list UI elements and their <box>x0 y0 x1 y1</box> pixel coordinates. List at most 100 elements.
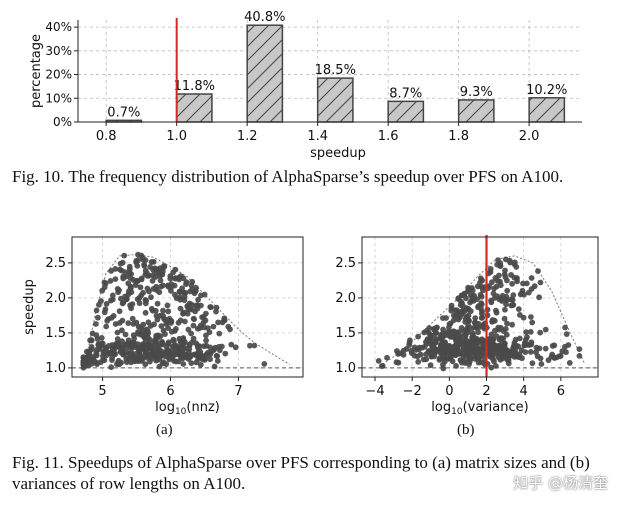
fig11b-point <box>452 330 459 336</box>
fig11a-point <box>80 354 87 361</box>
fig11a-point <box>153 312 160 319</box>
fig11b-point <box>441 332 448 339</box>
fig11b-point <box>501 340 508 347</box>
fig11b-point <box>512 259 518 266</box>
fig11b-point <box>471 355 478 362</box>
fig11a-point <box>203 342 210 349</box>
fig11a-point <box>80 362 87 368</box>
fig11b-point <box>477 275 484 282</box>
fig11b-point <box>487 266 494 272</box>
fig11b-point <box>533 344 540 351</box>
fig11a-point <box>217 347 223 354</box>
fig11b-point <box>461 291 468 298</box>
fig11b-point <box>429 343 436 350</box>
fig11b-point <box>503 297 510 304</box>
fig11b-point <box>509 352 516 359</box>
fig11a-point <box>142 300 149 307</box>
fig11b-point <box>478 300 485 307</box>
fig11b-point <box>481 345 487 352</box>
fig11a-point <box>193 340 200 347</box>
fig11b-point <box>468 346 475 352</box>
fig11b-point <box>451 350 457 356</box>
fig11a-y-tick-label: 1.0 <box>45 361 66 376</box>
fig11b-point <box>446 321 453 327</box>
fig11b-point <box>490 344 497 351</box>
fig11a-point <box>183 279 190 285</box>
fig11b-point <box>490 343 497 350</box>
fig11b-point <box>428 353 435 360</box>
fig11b-point <box>535 268 541 274</box>
fig11a-point <box>180 361 187 367</box>
fig11b-point <box>490 317 496 324</box>
fig11b-point <box>432 339 439 346</box>
fig11b-point <box>495 346 501 352</box>
fig11b-point <box>431 350 438 357</box>
fig11b-point <box>483 348 489 355</box>
fig11b-point <box>471 340 478 347</box>
fig11b-point <box>498 298 505 304</box>
fig10-bar-label: 18.5% <box>315 63 356 78</box>
fig11b-point <box>445 332 452 339</box>
fig11b-point <box>426 330 432 336</box>
fig11b-point <box>487 345 494 352</box>
fig11b-point <box>457 314 463 321</box>
fig11b-point <box>463 346 470 352</box>
fig11b-point <box>523 336 529 343</box>
fig11b-point <box>534 353 541 360</box>
fig10-bar-label: 9.3% <box>460 85 493 100</box>
fig11a-point <box>195 296 202 303</box>
fig11b-point <box>514 353 521 360</box>
fig11a-point <box>119 300 126 307</box>
fig11b-point <box>459 308 466 314</box>
fig11b-point <box>489 279 495 285</box>
fig11a-point <box>155 347 162 353</box>
fig11b-point <box>517 312 523 318</box>
fig11b-point <box>465 312 472 319</box>
fig11b-point <box>506 351 513 358</box>
fig11b-point <box>434 347 440 353</box>
fig11b-point <box>524 334 530 340</box>
fig11b-point <box>526 341 533 348</box>
fig11b-point <box>521 342 528 349</box>
fig11a-point <box>88 356 95 362</box>
fig11b-point <box>474 283 481 290</box>
fig11b-point <box>500 328 507 334</box>
fig11a-point <box>160 327 167 334</box>
fig11b-point <box>452 344 459 351</box>
fig11a-point <box>109 354 115 361</box>
fig10-x-tick-label: 1.4 <box>307 129 328 144</box>
fig11a-point <box>114 336 121 342</box>
fig11b-point <box>495 347 502 353</box>
fig11a-x-tick-label: 6 <box>166 384 174 399</box>
fig11b-point <box>448 307 455 314</box>
fig11b-point <box>442 350 449 357</box>
fig11b-point <box>489 318 495 325</box>
fig11a-point <box>157 277 164 284</box>
fig11a-point <box>213 352 220 359</box>
fig11b-point <box>497 343 503 349</box>
fig11a-point <box>125 320 132 326</box>
fig11b-point <box>516 351 523 358</box>
fig11b-point <box>493 309 500 316</box>
fig11b-point <box>450 345 457 352</box>
fig11a-point <box>101 309 108 316</box>
fig11b-point <box>516 354 522 360</box>
fig11b-point <box>494 261 501 268</box>
fig11b-point <box>498 337 505 344</box>
fig11b-point <box>423 356 430 363</box>
fig11b-point <box>485 270 492 277</box>
fig11b-point <box>562 324 568 331</box>
fig11b-point <box>458 357 465 364</box>
fig11b-point <box>502 354 509 360</box>
fig11b-point <box>397 350 404 357</box>
fig11b-point <box>423 340 430 347</box>
fig11b-point <box>438 341 445 348</box>
fig11b-point <box>464 305 470 311</box>
fig11a-point <box>156 355 163 362</box>
fig11b-point <box>440 341 447 347</box>
fig11b-point <box>395 351 401 357</box>
fig11b-point <box>465 350 471 357</box>
fig11a-point <box>117 260 124 267</box>
fig11a-point <box>177 273 184 280</box>
fig11b-point <box>488 338 495 345</box>
